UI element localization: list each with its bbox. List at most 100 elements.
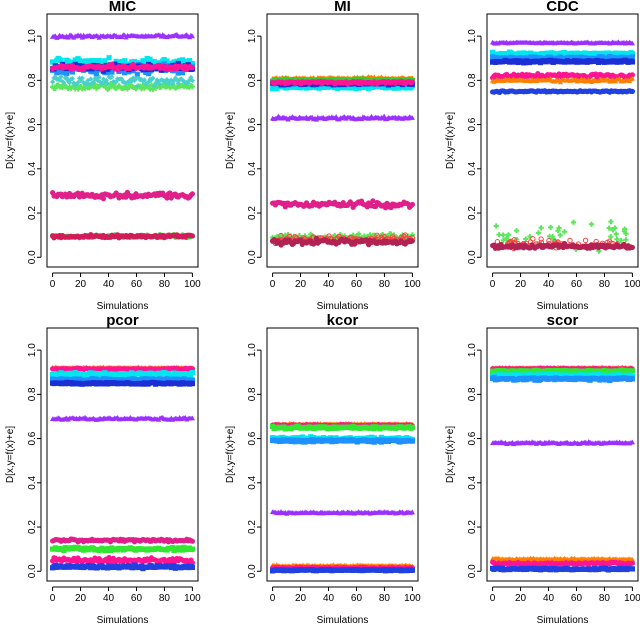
x-tick-label: 80 xyxy=(379,593,391,604)
x-tick-label: 80 xyxy=(159,279,171,290)
data-point xyxy=(141,77,147,83)
data-points xyxy=(269,420,416,574)
series-1 xyxy=(489,39,636,46)
series-9 xyxy=(269,567,416,574)
data-point xyxy=(548,224,554,230)
data-point xyxy=(79,75,85,81)
series-2 xyxy=(489,49,636,58)
series-10 xyxy=(49,231,196,241)
x-tick-label: 40 xyxy=(543,279,555,290)
data-point xyxy=(72,62,78,68)
y-tick-label: 0.6 xyxy=(27,431,38,445)
data-point xyxy=(119,76,125,82)
data-point xyxy=(623,237,629,243)
data-point xyxy=(144,55,150,62)
y-axis-label: D[x,y=f(x)+e] xyxy=(445,112,456,169)
y-axis-label: D[x,y=f(x)+e] xyxy=(225,112,236,169)
data-point xyxy=(76,57,83,64)
data-point xyxy=(106,85,112,91)
y-tick-label: 1.0 xyxy=(467,29,478,43)
data-point xyxy=(151,59,157,65)
data-point xyxy=(109,74,115,80)
data-point xyxy=(189,33,196,39)
x-tick-label: 20 xyxy=(295,279,307,290)
data-point xyxy=(150,86,156,93)
chart-panel: MI0 20 40 60 80 1000.00.20.40.60.81.0Simulati… xyxy=(225,0,421,312)
panel-title: MI xyxy=(334,0,351,15)
data-point xyxy=(500,237,506,244)
data-point xyxy=(64,70,70,77)
data-point xyxy=(185,80,191,86)
data-point xyxy=(69,69,75,75)
y-tick-label: 0.4 xyxy=(27,161,38,175)
data-point xyxy=(389,234,396,240)
y-axis-label: D[x,y=f(x)+e] xyxy=(5,426,16,483)
series-5 xyxy=(49,379,196,387)
data-point xyxy=(100,196,107,202)
y-tick-label: 0.0 xyxy=(247,564,258,578)
data-point xyxy=(535,230,542,236)
data-point xyxy=(409,79,416,85)
x-axis-label: Simulations xyxy=(97,615,149,626)
data-point xyxy=(133,75,139,81)
data-point xyxy=(177,57,183,64)
x-tick-label: 20 xyxy=(75,279,87,290)
panel-title: CDC xyxy=(546,0,579,15)
series-6 xyxy=(49,74,196,89)
data-point xyxy=(561,229,568,235)
data-point xyxy=(93,71,99,77)
data-point xyxy=(629,51,636,57)
data-point xyxy=(189,78,196,84)
data-point xyxy=(157,81,163,87)
plot-frame xyxy=(266,13,419,268)
panel-title: MIC xyxy=(109,0,137,15)
data-point xyxy=(186,58,193,64)
x-tick-label: 100 xyxy=(184,593,201,604)
x-tick-label: 20 xyxy=(515,279,527,290)
data-point xyxy=(409,115,416,120)
data-point xyxy=(189,546,196,552)
y-tick-label: 0.8 xyxy=(27,387,38,401)
data-point xyxy=(61,80,67,86)
x-tick-label: 20 xyxy=(295,593,307,604)
x-tick-label: 60 xyxy=(131,593,143,604)
x-tick-label: 80 xyxy=(159,593,171,604)
data-point xyxy=(582,237,589,244)
x-tick-label: 100 xyxy=(404,279,421,290)
data-point xyxy=(629,75,636,81)
data-point xyxy=(52,85,59,91)
data-point xyxy=(538,236,544,242)
data-point xyxy=(175,80,181,86)
data-point xyxy=(150,75,156,81)
y-tick-label: 0.8 xyxy=(27,73,38,87)
data-point xyxy=(62,61,68,67)
data-point xyxy=(71,80,77,86)
plot-frame xyxy=(46,13,199,268)
data-point xyxy=(58,69,64,75)
data-point xyxy=(612,225,618,231)
x-tick-label: 40 xyxy=(103,279,115,290)
panel-title: kcor xyxy=(327,312,359,329)
data-point xyxy=(105,66,111,72)
data-point xyxy=(623,231,629,237)
data-point xyxy=(409,438,416,444)
data-point xyxy=(106,55,112,61)
data-point xyxy=(51,59,57,65)
data-point xyxy=(606,225,612,231)
data-point xyxy=(189,564,196,571)
data-point xyxy=(179,70,186,76)
y-tick-label: 1.0 xyxy=(27,343,38,357)
data-point xyxy=(75,80,81,86)
series-7 xyxy=(269,198,416,211)
data-point xyxy=(567,237,573,244)
y-tick-label: 0.6 xyxy=(467,117,478,131)
data-point xyxy=(189,65,196,71)
data-point xyxy=(141,59,147,65)
data-point xyxy=(131,77,138,84)
data-point xyxy=(92,58,98,64)
plot-frame xyxy=(266,327,419,582)
data-point xyxy=(402,232,409,238)
data-point xyxy=(88,76,94,82)
data-point xyxy=(146,71,152,77)
